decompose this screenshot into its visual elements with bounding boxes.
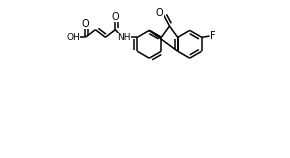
Text: F: F bbox=[210, 31, 215, 41]
Text: NH: NH bbox=[117, 33, 131, 42]
Text: OH: OH bbox=[66, 33, 80, 42]
Text: O: O bbox=[156, 8, 164, 18]
Text: O: O bbox=[82, 19, 90, 29]
Text: O: O bbox=[112, 12, 119, 22]
